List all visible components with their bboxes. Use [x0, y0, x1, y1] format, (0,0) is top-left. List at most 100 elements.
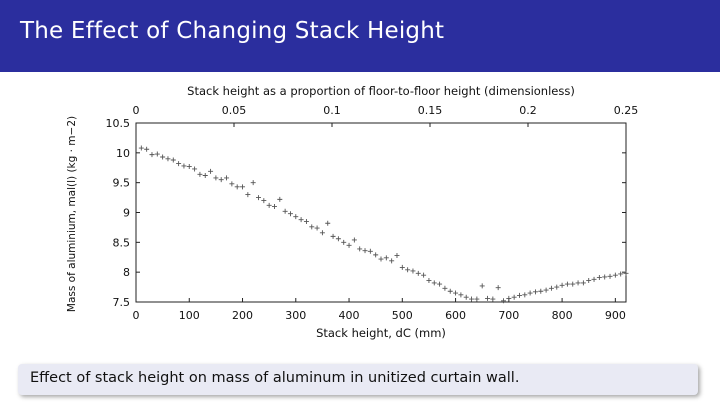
data-point — [479, 283, 485, 289]
axes: 0 100 200 300 400 500 600 700 800 900 0 0.05 0.1 0.15… — [106, 104, 639, 322]
data-point — [469, 296, 475, 302]
x-tick-label: 600 — [445, 309, 466, 322]
top-tick-label: 0.2 — [519, 104, 537, 117]
data-point — [202, 173, 208, 179]
data-point — [357, 246, 363, 252]
data-point — [138, 145, 144, 151]
data-point — [564, 281, 570, 287]
data-point — [453, 290, 459, 296]
data-point — [458, 292, 464, 298]
data-point — [554, 284, 560, 290]
data-point — [224, 175, 230, 181]
data-point — [335, 236, 341, 242]
data-point — [426, 278, 432, 284]
data-point — [186, 164, 192, 170]
data-point — [287, 211, 293, 217]
data-point — [501, 298, 506, 304]
x-tick-label: 900 — [605, 309, 626, 322]
data-point — [367, 248, 373, 254]
data-point — [586, 278, 592, 284]
data-point — [447, 288, 453, 294]
data-point — [341, 239, 347, 245]
x-tick-label: 800 — [552, 309, 573, 322]
data-point — [170, 157, 176, 163]
y-axis-label: Mass of aluminium, mal(l) (kg · m−2) — [66, 116, 78, 312]
data-point — [559, 282, 565, 288]
data-point — [618, 271, 624, 277]
data-point — [256, 195, 261, 201]
data-point — [532, 289, 538, 295]
x-tick-label: 200 — [232, 309, 253, 322]
top-tick-label: 0.25 — [614, 104, 639, 117]
slide-title: The Effect of Changing Stack Height — [20, 18, 445, 44]
data-point — [506, 295, 512, 301]
data-point — [602, 274, 608, 280]
x-tick-label: 700 — [498, 309, 519, 322]
data-point — [154, 151, 160, 157]
data-point — [213, 175, 219, 181]
data-point — [538, 288, 544, 294]
data-point — [319, 230, 325, 236]
data-point — [282, 208, 288, 214]
data-point — [208, 168, 214, 174]
data-point — [570, 281, 576, 287]
data-point — [362, 248, 368, 254]
data-point — [330, 233, 336, 239]
top-tick-label: 0.15 — [418, 104, 443, 117]
data-points — [138, 145, 629, 304]
chart: Stack height as a proportion of floor-to… — [66, 84, 639, 340]
x-axis-label: Stack height, dC (mm) — [316, 326, 446, 340]
data-point — [543, 287, 549, 293]
data-point — [405, 267, 411, 273]
data-point — [325, 220, 331, 226]
data-point — [485, 295, 491, 301]
data-point — [575, 280, 581, 286]
data-point — [314, 225, 320, 231]
y-axis-label-group: Mass of aluminium, mal(l) (kg · m−2) — [66, 116, 78, 312]
title-bar: The Effect of Changing Stack Height — [0, 0, 720, 72]
data-point — [410, 268, 416, 274]
data-point — [271, 204, 277, 210]
data-point — [303, 218, 309, 224]
data-point — [394, 252, 400, 258]
data-point — [234, 184, 240, 190]
top-tick-label: 0 — [133, 104, 140, 117]
y-tick-label: 7.5 — [113, 296, 131, 309]
data-point — [383, 255, 389, 261]
y-tick-label: 9.5 — [113, 177, 131, 190]
data-point — [511, 294, 517, 300]
data-point — [495, 285, 501, 291]
data-point — [144, 146, 150, 152]
data-point — [245, 192, 251, 198]
data-point — [591, 276, 597, 282]
x-tick-label: 400 — [339, 309, 360, 322]
y-tick-label: 8 — [123, 266, 130, 279]
data-point — [516, 292, 522, 298]
data-point — [229, 181, 235, 187]
data-point — [218, 177, 224, 183]
data-point — [607, 273, 613, 279]
x-tick-label: 300 — [285, 309, 306, 322]
data-point — [266, 202, 272, 208]
data-point — [346, 242, 352, 248]
data-point — [442, 285, 448, 291]
data-point — [522, 292, 528, 298]
y-tick-label: 10.5 — [106, 117, 131, 130]
data-point — [176, 161, 182, 167]
data-point — [463, 294, 469, 300]
data-point — [250, 180, 256, 186]
data-point — [293, 214, 299, 220]
data-point — [415, 270, 421, 276]
data-point — [373, 252, 379, 258]
data-point — [181, 163, 187, 169]
data-point — [240, 184, 246, 190]
data-point — [548, 285, 554, 291]
y-tick-label: 9 — [123, 207, 130, 220]
data-point — [431, 280, 437, 286]
x-tick-label: 500 — [392, 309, 413, 322]
data-point — [261, 198, 267, 204]
data-point — [165, 156, 171, 162]
data-point — [596, 275, 602, 281]
data-point — [192, 166, 198, 172]
top-axis-label: Stack height as a proportion of floor-to… — [187, 84, 575, 98]
